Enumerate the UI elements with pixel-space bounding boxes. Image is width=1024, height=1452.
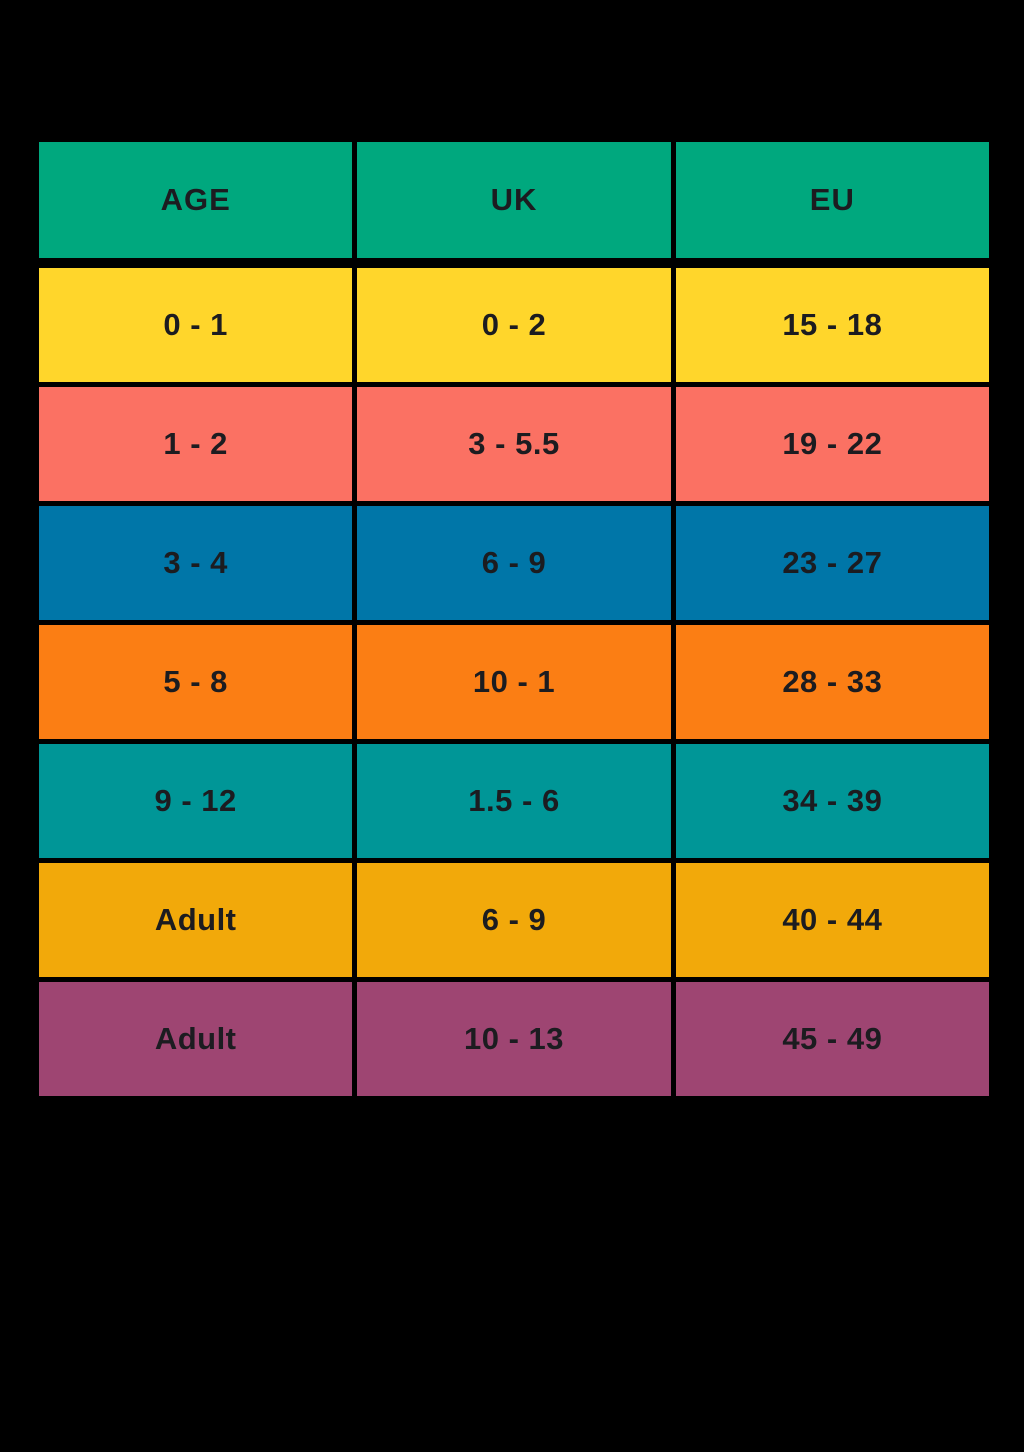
cell-age: Adult — [39, 982, 353, 1096]
table-row: 1 - 2 3 - 5.5 19 - 22 — [39, 387, 989, 501]
header-cell-eu: EU — [675, 142, 989, 258]
table-row: 0 - 1 0 - 2 15 - 18 — [39, 268, 989, 382]
cell-eu: 28 - 33 — [675, 625, 989, 739]
cell-age: 1 - 2 — [39, 387, 353, 501]
cell-age: 5 - 8 — [39, 625, 353, 739]
cell-uk: 6 - 9 — [357, 506, 671, 620]
header-cell-age: AGE — [39, 142, 353, 258]
table-row: Adult 6 - 9 40 - 44 — [39, 863, 989, 977]
table-header-row: AGE UK EU — [39, 142, 989, 258]
cell-uk: 1.5 - 6 — [357, 744, 671, 858]
cell-eu: 23 - 27 — [675, 506, 989, 620]
cell-eu: 15 - 18 — [675, 268, 989, 382]
cell-uk: 10 - 13 — [357, 982, 671, 1096]
cell-age: 3 - 4 — [39, 506, 353, 620]
header-cell-uk: UK — [357, 142, 671, 258]
cell-eu: 40 - 44 — [675, 863, 989, 977]
table-row: 9 - 12 1.5 - 6 34 - 39 — [39, 744, 989, 858]
cell-age: 9 - 12 — [39, 744, 353, 858]
table-row: 5 - 8 10 - 1 28 - 33 — [39, 625, 989, 739]
cell-eu: 45 - 49 — [675, 982, 989, 1096]
cell-uk: 0 - 2 — [357, 268, 671, 382]
cell-uk: 6 - 9 — [357, 863, 671, 977]
cell-eu: 19 - 22 — [675, 387, 989, 501]
table-row: Adult 10 - 13 45 - 49 — [39, 982, 989, 1096]
cell-uk: 3 - 5.5 — [357, 387, 671, 501]
cell-age: Adult — [39, 863, 353, 977]
size-conversion-table: AGE UK EU 0 - 1 0 - 2 15 - 18 1 - 2 3 - … — [39, 142, 989, 1096]
cell-uk: 10 - 1 — [357, 625, 671, 739]
cell-age: 0 - 1 — [39, 268, 353, 382]
cell-eu: 34 - 39 — [675, 744, 989, 858]
table-row: 3 - 4 6 - 9 23 - 27 — [39, 506, 989, 620]
